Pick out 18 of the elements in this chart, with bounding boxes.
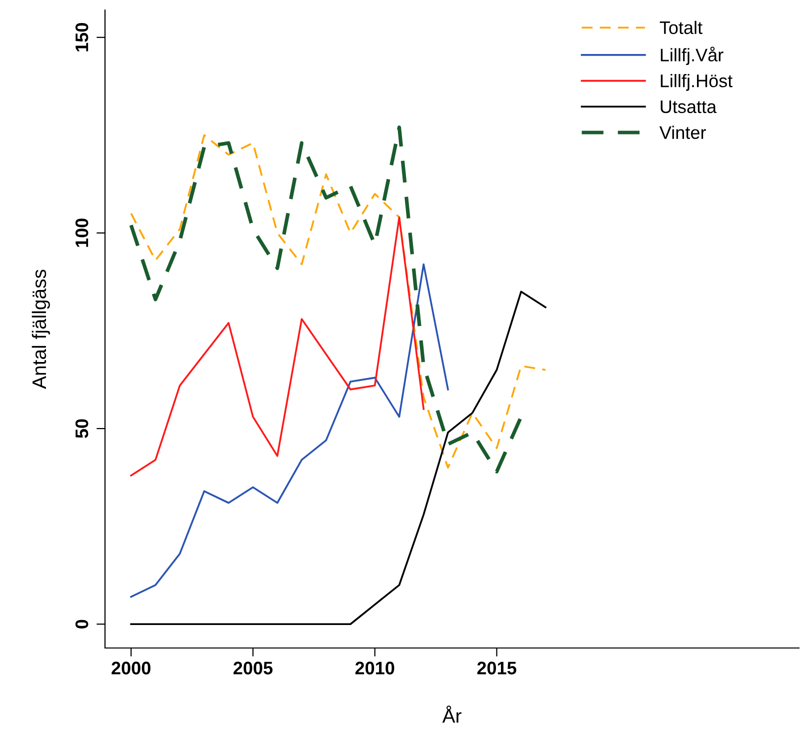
legend-label: Utsatta [660, 100, 717, 114]
legend-label: Lillfj.Vår [660, 46, 724, 65]
y-tick-label: 100 [75, 218, 88, 247]
legend-label: Vinter [659, 126, 706, 139]
line-series [130, 290, 546, 626]
x-tick-label: 2015 [477, 662, 516, 674]
y-tick-label: 150 [75, 23, 88, 52]
legend-label: Lillfj.Höst [660, 74, 733, 91]
x-tick-label: 2000 [112, 662, 150, 674]
x-axis-title: År [442, 706, 462, 723]
y-tick-label: 50 [75, 419, 88, 438]
x-tick-label: 2005 [234, 662, 273, 674]
y-axis-title: Antal fjällgäss [32, 270, 50, 389]
x-tick-label: 2010 [355, 662, 394, 674]
y-tick-label: 0 [75, 620, 88, 628]
line-series [130, 216, 425, 476]
line-series [130, 263, 449, 598]
legend-label: Totalt [660, 20, 702, 34]
